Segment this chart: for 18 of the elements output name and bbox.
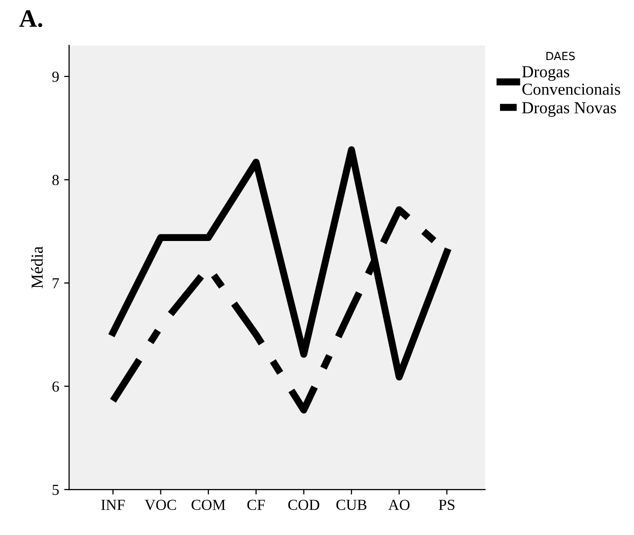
x-tick-label: PS xyxy=(438,500,454,510)
y-tick-label: 8 xyxy=(52,174,59,186)
y-tick-label: 5 xyxy=(52,484,59,495)
legend-label: Drogas Convencionais xyxy=(522,66,620,95)
x-tick-label: INF xyxy=(101,500,125,510)
x-tick-label: COM xyxy=(192,500,226,510)
x-tick-label: COD xyxy=(288,500,320,510)
x-tick-label: CF xyxy=(247,500,265,510)
legend-label: Drogas Novas xyxy=(522,102,616,117)
y-tick-label: 6 xyxy=(52,381,59,392)
x-tick-label: VOC xyxy=(144,500,176,510)
y-tick-label: 9 xyxy=(52,72,59,82)
chart-title: A. xyxy=(19,10,42,28)
y-axis-title: Média xyxy=(31,246,43,288)
x-tick-label: CUB xyxy=(336,500,366,510)
x-tick-label: AO xyxy=(388,500,410,510)
y-tick-label: 7 xyxy=(52,278,59,288)
legend-title: DAES xyxy=(546,52,575,60)
